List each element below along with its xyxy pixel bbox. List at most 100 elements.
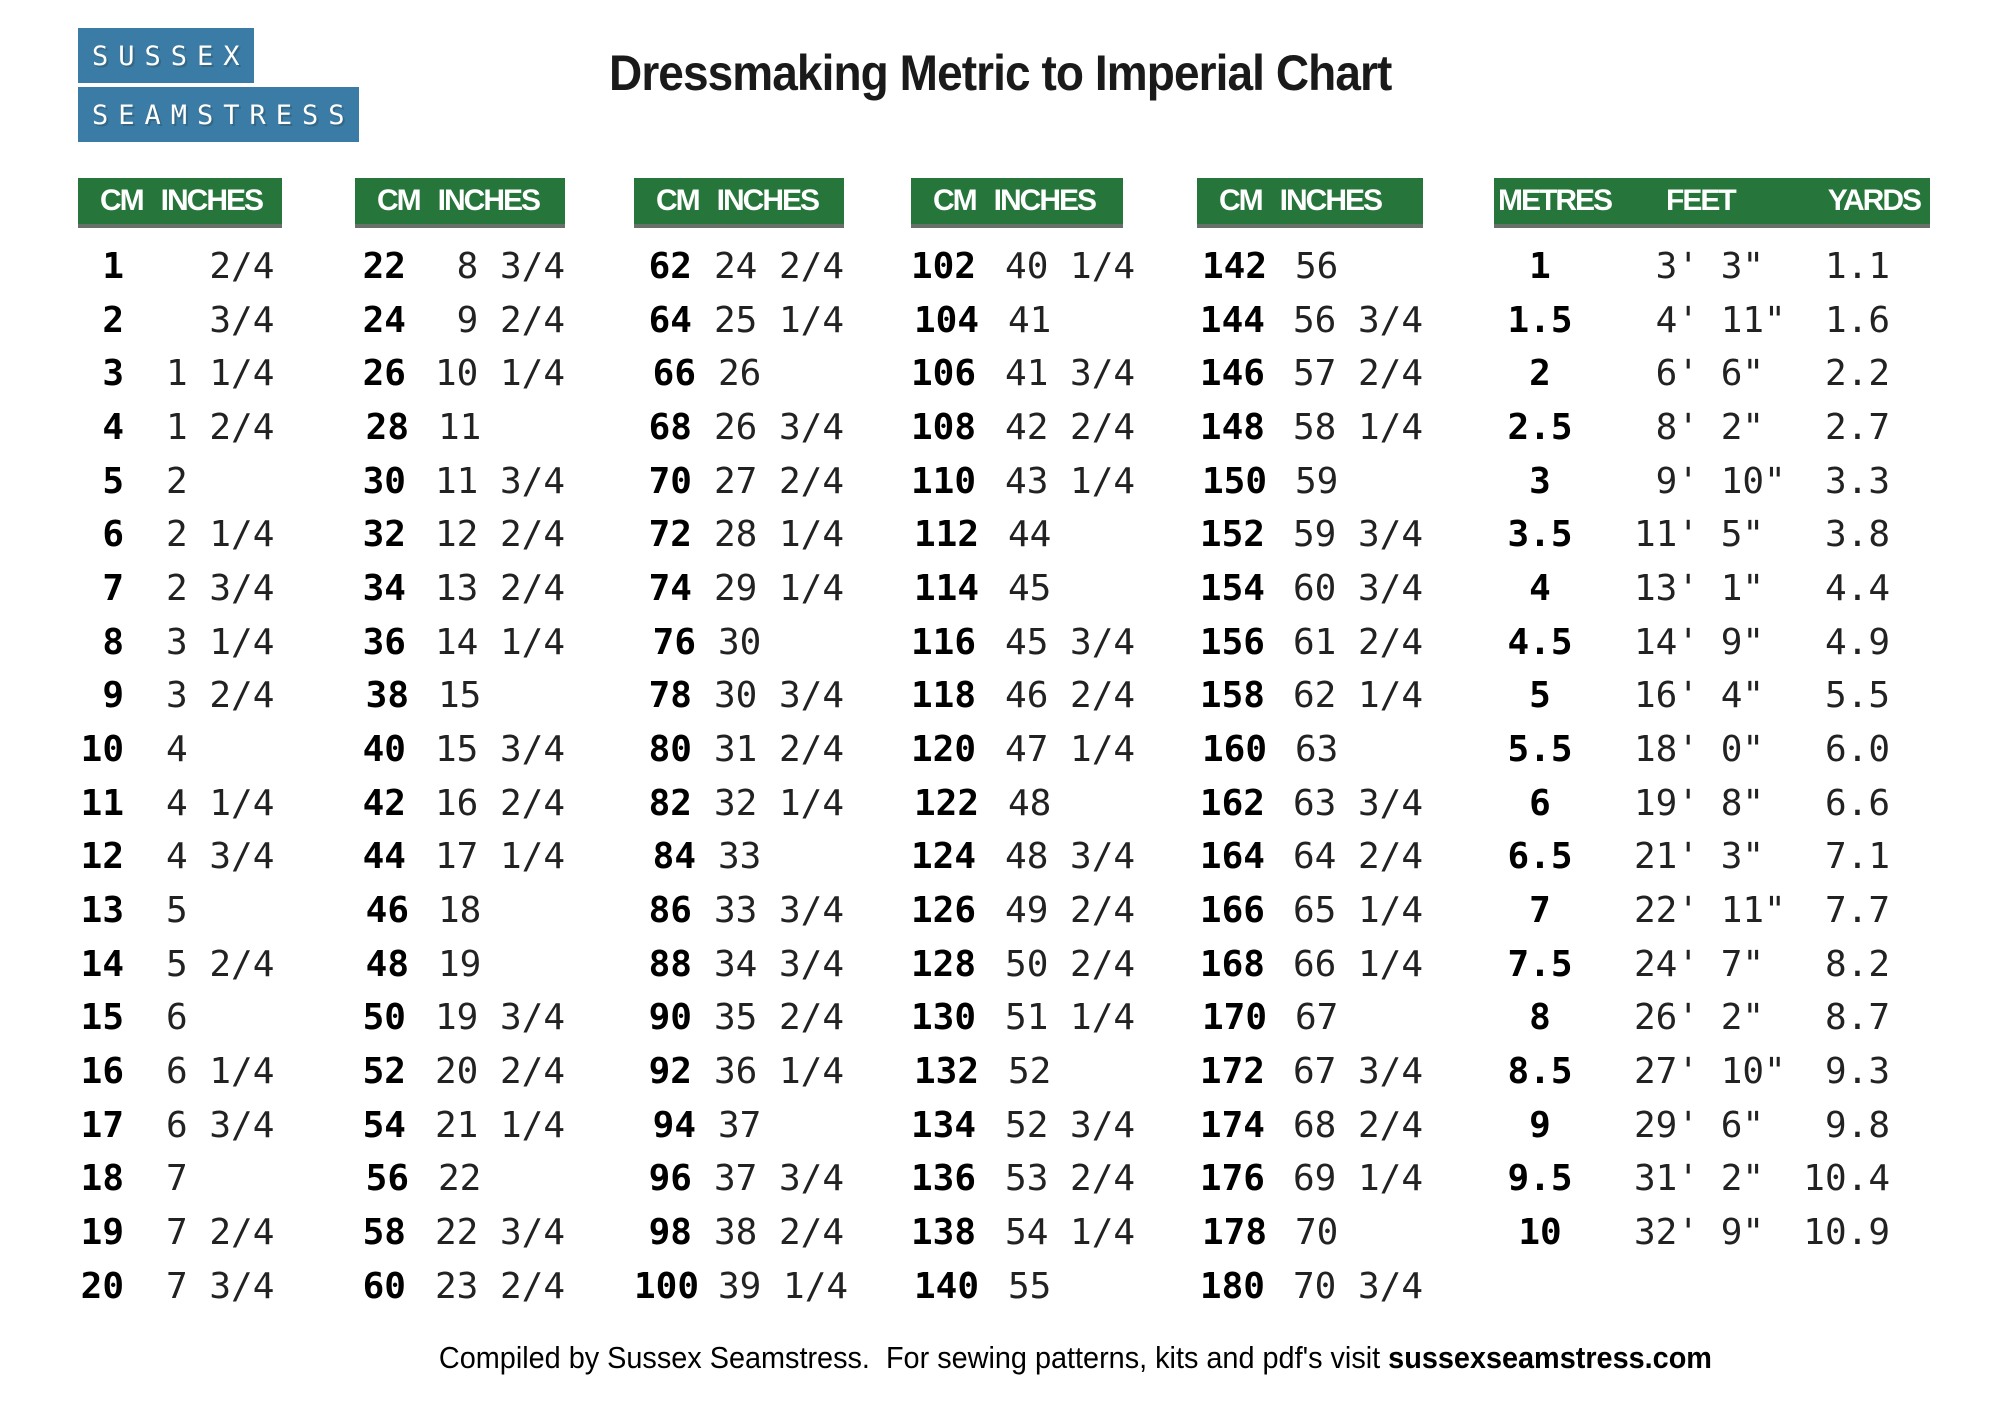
cm-inches-table-5: CM INCHES 142 56 144 56 3/4 146 57 2/4 148 58 1… [1197,178,1423,1313]
inches-value: 54 1/4 [1005,1212,1136,1254]
inches-value: 3 2/4 [166,675,275,717]
cm-value: 126 [911,890,977,932]
table-row: 68 26 3/4 [634,401,844,455]
yards-value: 2.2 [1824,353,1890,395]
table-row: 6 2 1/4 [78,508,282,562]
inches-value: 4 1/4 [166,782,275,824]
inches-value: 26 3/4 [713,407,844,449]
inches-value: 33 3/4 [713,890,844,932]
table-row: 7.5 24' 7" 8.2 [1494,938,1930,992]
metres-value: 7.5 [1507,943,1573,985]
cm-value: 18 [80,1158,124,1200]
cm-value: 19 [80,1212,124,1254]
cm-value: 46 [365,890,409,932]
cm-value: 130 [911,997,977,1039]
table-row: 9 29' 6" 9.8 [1494,1099,1930,1153]
cm-value: 94 [652,1104,696,1146]
yards-value: 4.9 [1824,621,1890,663]
table-row: 126 49 2/4 [911,884,1135,938]
inches-value: 70 3/4 [1292,1265,1423,1307]
cm-value: 13 [80,890,124,932]
table-row: 146 57 2/4 [1197,347,1423,401]
table-row: 2 6' 6" 2.2 [1494,347,1930,401]
metres-feet-yards-table: METRES FEET YARDS 1 3' 3" 1.1 1.5 4' 11" 1.… [1494,178,1930,1260]
cm-value: 166 [1199,890,1265,932]
cm-value: 34 [362,568,406,610]
table-header: CM INCHES [78,178,282,228]
cm-value: 110 [911,460,977,502]
inches-value: 22 3/4 [434,1212,565,1254]
metres-value: 4.5 [1507,621,1573,663]
feet-value: 6' 6" [1634,353,1765,395]
cm-value: 92 [648,1051,692,1093]
table-row: 86 33 3/4 [634,884,844,938]
column-header-inches: INCHES [716,184,820,217]
logo-line-seamstress: SEAMSTRESS [78,87,359,142]
cm-value: 58 [362,1212,406,1254]
table-row: 84 33 [634,830,844,884]
table-row: 12 4 3/4 [78,830,282,884]
sussex-seamstress-logo: SUSSEX SEAMSTRESS [78,28,359,142]
inches-value: 41 3/4 [1005,353,1136,395]
metres-value: 2.5 [1507,407,1573,449]
table-row: 7 2 3/4 [78,562,282,616]
cm-value: 120 [911,729,977,771]
table-row: 90 35 2/4 [634,991,844,1045]
inches-value: 3 1/4 [166,621,275,663]
table-row: 2.5 8' 2" 2.7 [1494,401,1930,455]
table-row: 92 36 1/4 [634,1045,844,1099]
metres-value: 7 [1529,890,1551,932]
cm-value: 146 [1199,353,1265,395]
cm-value: 116 [911,621,977,663]
inches-value: 24 2/4 [713,246,844,287]
cm-value: 180 [1199,1265,1265,1307]
table-row: 8 3 1/4 [78,616,282,670]
yards-value: 2.7 [1824,407,1890,449]
table-row: 122 48 [911,777,1123,831]
feet-value: 31' 2" [1634,1158,1765,1200]
table-row: 168 66 1/4 [1197,938,1423,992]
table-row: 66 26 [634,347,844,401]
inches-value: 5 [166,890,188,932]
table-row: 102 40 1/4 [911,240,1135,294]
table-row: 142 56 [1197,240,1423,294]
table-row: 54 21 1/4 [355,1099,565,1153]
table-row: 7 22' 11" 7.7 [1494,884,1930,938]
column-header-cm: CM [377,184,422,217]
inches-value: 2 1/4 [166,514,275,556]
cm-value: 68 [648,407,692,449]
inches-value: 29 1/4 [713,568,844,610]
table-row: 70 27 2/4 [634,455,844,509]
yards-value: 9.3 [1824,1051,1890,1093]
inches-value: 56 [1295,246,1339,287]
cm-value: 144 [1199,299,1265,341]
inches-value: 22 [438,1158,482,1200]
inches-value: 66 1/4 [1292,943,1423,985]
yards-value: 10.4 [1803,1158,1890,1200]
yards-value: 6.6 [1824,782,1890,824]
cm-value: 118 [911,675,977,717]
yards-value: 8.7 [1824,997,1890,1039]
cm-inches-table-1: CM INCHES 1 2/4 2 3/4 3 1 1/4 4 1 2/4 5 2 6 2 1/4… [78,178,282,1313]
cm-value: 172 [1199,1051,1265,1093]
inches-value: 25 1/4 [713,299,844,341]
table-row: 18 7 [78,1152,282,1206]
cm-value: 122 [913,782,979,824]
table-row: 106 41 3/4 [911,347,1135,401]
table-row: 6 19' 8" 6.6 [1494,777,1930,831]
table-body: 102 40 1/4 104 41 106 41 3/4 108 42 2/4 110 43 1/… [911,228,1135,1313]
inches-value: 50 2/4 [1005,943,1136,985]
inches-value: 59 [1295,460,1339,502]
table-row: 10 32' 9" 10.9 [1494,1206,1930,1260]
yards-value: 5.5 [1824,675,1890,717]
cm-value: 36 [362,621,406,663]
cm-value: 134 [911,1104,977,1146]
column-header-feet: FEET [1666,184,1737,217]
cm-value: 62 [648,246,692,287]
metres-value: 8.5 [1507,1051,1573,1093]
metres-value: 3.5 [1507,514,1573,556]
inches-value: 52 3/4 [1005,1104,1136,1146]
table-row: 156 61 2/4 [1197,616,1423,670]
table-row: 148 58 1/4 [1197,401,1423,455]
inches-value: 69 1/4 [1292,1158,1423,1200]
